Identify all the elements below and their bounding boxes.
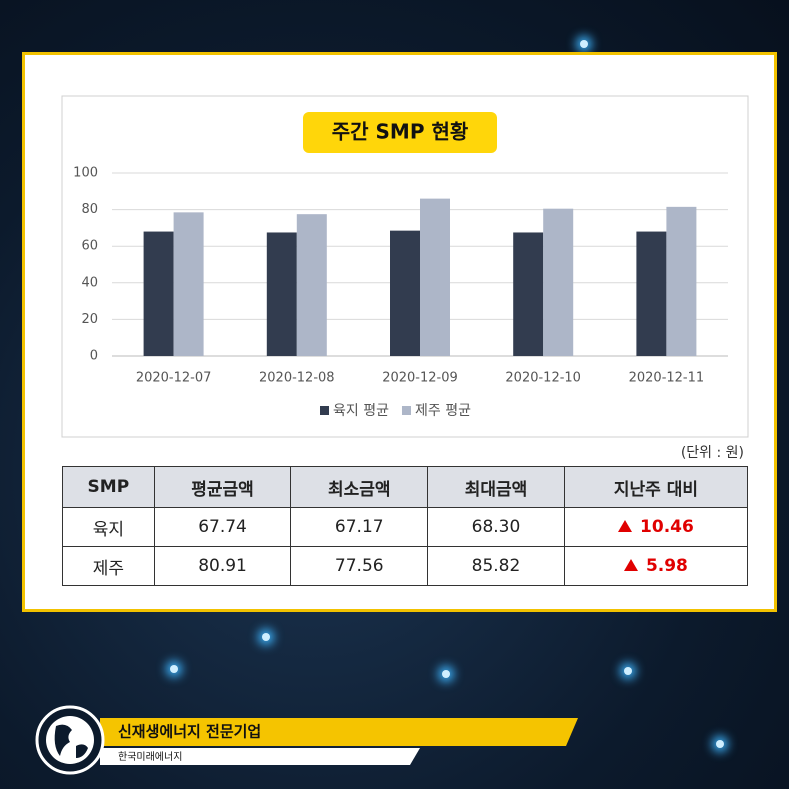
header-cell: 최대금액 xyxy=(427,466,565,508)
legend-label: 육지 평균 xyxy=(333,403,389,419)
data-table: SMP 평균금액 최소금액 최대금액 지난주 대비 육지 67.74 67.17 68.30 10… xyxy=(62,466,749,586)
up-triangle xyxy=(623,559,638,571)
header-row: SMP 평균금액 최소금액 최대금액 지난주 대비 xyxy=(62,466,749,508)
bar xyxy=(420,198,450,356)
table-cell: 80.91 xyxy=(153,546,292,586)
x-tick-label: 2020-12-09 xyxy=(382,371,458,386)
glow-dot xyxy=(170,665,178,673)
header-cell: 지난주 대비 xyxy=(563,466,749,508)
legend-swatch xyxy=(401,406,411,415)
table-cell: 77.56 xyxy=(290,546,429,586)
glow-dot xyxy=(624,667,632,675)
change-value: 5.98 xyxy=(645,556,688,576)
glow-dot xyxy=(580,40,588,48)
glow-dot xyxy=(716,740,724,748)
bar xyxy=(173,212,204,356)
x-tick-label: 2020-12-10 xyxy=(505,371,581,386)
bar xyxy=(543,208,574,356)
slogan: 신재생에너지 전문기업 xyxy=(118,723,261,741)
x-tick-label: 2020-12-07 xyxy=(136,371,212,386)
x-tick-label: 2020-12-08 xyxy=(259,371,335,386)
glow-dot xyxy=(442,670,450,678)
bar xyxy=(296,214,327,356)
unit-note: (단위 : 원) xyxy=(680,445,744,461)
up-triangle xyxy=(618,520,633,532)
x-tick-label: 2020-12-11 xyxy=(629,371,705,386)
title-badge xyxy=(303,112,497,153)
bar xyxy=(636,231,667,356)
change-cell: 10.46 xyxy=(563,507,749,547)
y-tick-label: 40 xyxy=(81,275,98,290)
company-bar xyxy=(100,748,420,765)
legend-label: 제주 평균 xyxy=(415,403,471,419)
chart-title: 주간 SMP 현황 xyxy=(332,120,469,144)
slogan-banner xyxy=(100,718,572,746)
y-tick-label: 0 xyxy=(90,349,98,364)
globe-icon xyxy=(46,716,94,764)
header-cell: 평균금액 xyxy=(153,466,292,508)
y-tick-label: 20 xyxy=(81,312,98,327)
bar xyxy=(666,206,697,356)
globe-land xyxy=(54,724,88,758)
glow-dot xyxy=(262,633,270,641)
bar xyxy=(390,230,420,356)
header-cell: SMP xyxy=(62,466,155,508)
table-row: 제주 80.91 77.56 85.82 5.98 xyxy=(62,546,749,586)
table-row: 육지 67.74 67.17 68.30 10.46 xyxy=(62,507,749,547)
table-cell: 제주 xyxy=(62,546,155,586)
table-cell: 85.82 xyxy=(427,546,565,586)
y-tick-label: 60 xyxy=(81,239,98,254)
bar xyxy=(513,232,544,356)
banner-slash xyxy=(554,718,578,746)
bar xyxy=(266,232,297,356)
change-cell: 5.98 xyxy=(563,546,749,586)
table-cell: 육지 xyxy=(62,507,155,547)
header-cell: 최소금액 xyxy=(290,466,429,508)
company-name: 한국미래에너지 xyxy=(118,751,182,763)
change-value: 10.46 xyxy=(640,517,694,537)
legend-swatch xyxy=(320,406,329,415)
y-tick-label: 100 xyxy=(73,166,98,181)
y-tick-label: 80 xyxy=(81,202,98,217)
bar xyxy=(143,231,174,356)
